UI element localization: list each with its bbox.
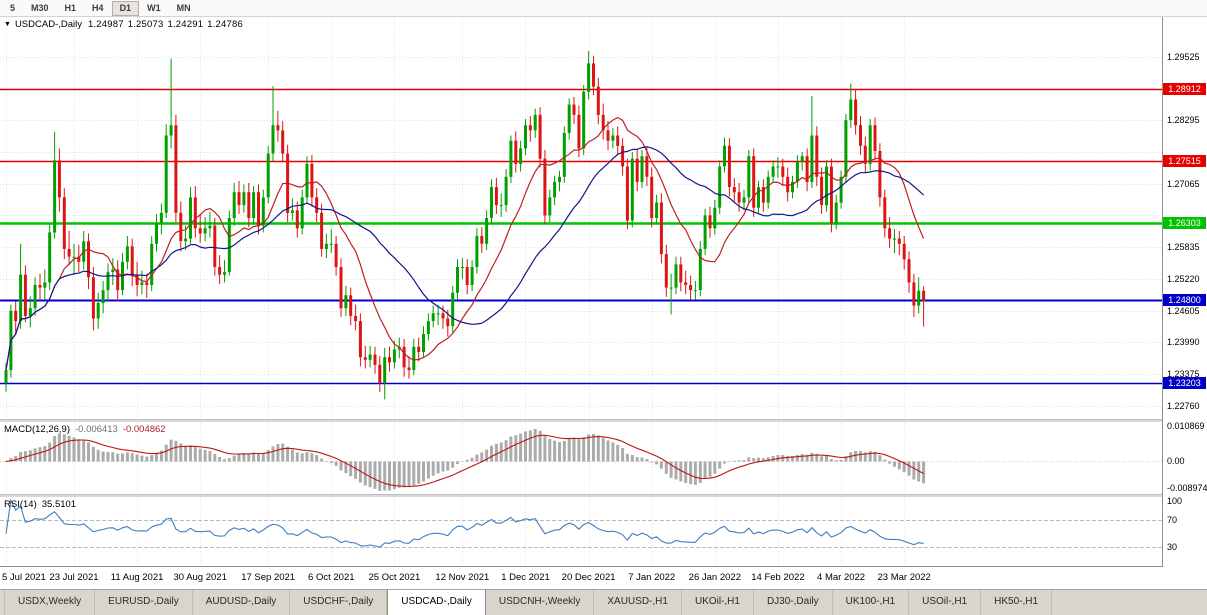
- price-tick-label: 1.23990: [1167, 337, 1200, 348]
- rsi-title: RSI(14) 35.5101: [4, 499, 76, 510]
- date-label: 30 Aug 2021: [173, 572, 227, 583]
- chart-tab-dj30-daily[interactable]: DJ30-,Daily: [754, 590, 833, 615]
- price-level-badge: 1.26303: [1163, 216, 1206, 229]
- price-tick-label: 1.25835: [1167, 242, 1200, 253]
- macd-main-value: -0.006413: [75, 424, 118, 435]
- close-value: 1.24786: [207, 19, 243, 30]
- date-label: 17 Sep 2021: [241, 572, 296, 583]
- price-tick-label: 1.22760: [1167, 400, 1200, 411]
- chart-tab-uk100-h1[interactable]: UK100-,H1: [833, 590, 910, 615]
- price-tick-label: 70: [1167, 515, 1178, 526]
- date-label: 6 Oct 2021: [308, 572, 355, 583]
- timeframe-button-mn[interactable]: MN: [176, 2, 191, 13]
- rsi-pane[interactable]: RSI(14) 35.5101: [0, 497, 1163, 567]
- price-tick-label: 1.25220: [1167, 273, 1200, 284]
- price-axis[interactable]: 1.29525 1.28295 1.27065 1.25835 1.25220 1.246…: [1162, 17, 1207, 567]
- chart-tab-usdx-weekly[interactable]: USDX,Weekly: [4, 590, 96, 615]
- chart-tab-hk50-h1[interactable]: HK50-,H1: [981, 590, 1053, 615]
- high-value: 1.25073: [127, 19, 164, 30]
- chart-tab-usoil-h1[interactable]: USOil-,H1: [909, 590, 982, 615]
- date-label: 26 Jan 2022: [688, 572, 741, 583]
- price-tick-label: -0.008974: [1167, 483, 1207, 493]
- open-value: 1.24987: [87, 19, 124, 30]
- date-axis[interactable]: 5 Jul 2021 23 Jul 2021 11 Aug 2021 30 Aug 2…: [0, 566, 1207, 589]
- price-tick-label: 1.28295: [1167, 115, 1200, 126]
- candlestick-chart-surface[interactable]: [0, 17, 1163, 419]
- price-level-badge: 1.24800: [1163, 294, 1206, 307]
- chart-tab-eurusd-daily[interactable]: EURUSD-,Daily: [95, 590, 193, 615]
- rsi-chart-surface[interactable]: [0, 497, 1163, 567]
- price-level-badge: 1.23203: [1163, 376, 1206, 389]
- chart-tab-usdcad-daily[interactable]: USDCAD-,Daily: [387, 590, 486, 615]
- macd-title: MACD(12,26,9) -0.006413 -0.004862: [4, 424, 166, 435]
- collapse-indicator-icon[interactable]: ▼: [4, 21, 11, 28]
- macd-signal-value: -0.004862: [122, 424, 166, 435]
- price-tick-label: 100: [1167, 496, 1183, 506]
- date-label: 1 Dec 2021: [501, 572, 550, 583]
- chart-tab-ukoil-h1[interactable]: UKOil-,H1: [682, 590, 754, 615]
- timeframe-toolbar: 5 M30 H1 H4 D1 W1 MN: [0, 0, 1207, 17]
- timeframe-button-h4[interactable]: H4: [92, 2, 104, 13]
- timeframe-button-m30[interactable]: M30: [31, 2, 49, 13]
- symbol-period-label: USDCAD-,Daily: [14, 19, 82, 30]
- price-tick-label: 1.29525: [1167, 51, 1200, 62]
- price-level-badge: 1.27515: [1163, 154, 1206, 167]
- macd-chart-surface[interactable]: [0, 422, 1163, 494]
- chart-region: ▼ USDCAD-,Daily 1.24987 1.25073 1.24291 1.247…: [0, 17, 1207, 589]
- rsi-value: 35.5101: [41, 499, 77, 510]
- date-label: 23 Jul 2021: [49, 572, 99, 583]
- date-label: 14 Feb 2022: [751, 572, 805, 583]
- price-tick-label: 30: [1167, 542, 1178, 552]
- date-label: 23 Mar 2022: [877, 572, 931, 583]
- timeframe-button-h1[interactable]: H1: [64, 2, 77, 13]
- ohlc-values: 1.24987 1.25073 1.24291 1.24786: [88, 19, 247, 30]
- date-label: 11 Aug 2021: [110, 572, 164, 583]
- macd-pane[interactable]: MACD(12,26,9) -0.006413 -0.004862: [0, 422, 1163, 494]
- chart-tab-xauusd-h1[interactable]: XAUUSD-,H1: [594, 590, 682, 615]
- date-label: 5 Jul 2021: [2, 572, 46, 583]
- low-value: 1.24291: [167, 19, 204, 30]
- date-label: 12 Nov 2021: [435, 572, 490, 583]
- timeframe-button-5[interactable]: 5: [10, 2, 16, 13]
- price-tick-label: 1.23375: [1167, 368, 1200, 379]
- date-label: 7 Jan 2022: [628, 572, 676, 583]
- price-level-badge: 1.28912: [1163, 82, 1206, 95]
- chart-tab-usdchf-daily[interactable]: USDCHF-,Daily: [290, 590, 388, 615]
- chart-tab-bar: USDX,Weekly EURUSD-,Daily AUDUSD-,Daily USD…: [0, 589, 1207, 615]
- macd-name: MACD(12,26,9): [4, 424, 70, 435]
- date-label: 25 Oct 2021: [368, 572, 421, 583]
- chart-title: ▼ USDCAD-,Daily 1.24987 1.25073 1.24291 1.247…: [4, 19, 247, 30]
- timeframe-button-d1[interactable]: D1: [111, 0, 140, 16]
- price-tick-label: 0.00: [1167, 456, 1185, 467]
- main-chart-pane[interactable]: ▼ USDCAD-,Daily 1.24987 1.25073 1.24291 1.247…: [0, 17, 1163, 419]
- price-tick-label: 1.27065: [1167, 178, 1200, 189]
- price-tick-label: 0.010869: [1167, 421, 1205, 431]
- chart-tab-usdcnh-weekly[interactable]: USDCNH-,Weekly: [486, 590, 595, 615]
- rsi-name: RSI(14): [4, 499, 37, 510]
- price-tick-label: 1.24605: [1167, 305, 1200, 316]
- timeframe-button-w1[interactable]: W1: [147, 2, 161, 13]
- chart-tab-audusd-daily[interactable]: AUDUSD-,Daily: [193, 590, 291, 615]
- date-label: 20 Dec 2021: [561, 572, 616, 583]
- date-label: 4 Mar 2022: [817, 572, 866, 583]
